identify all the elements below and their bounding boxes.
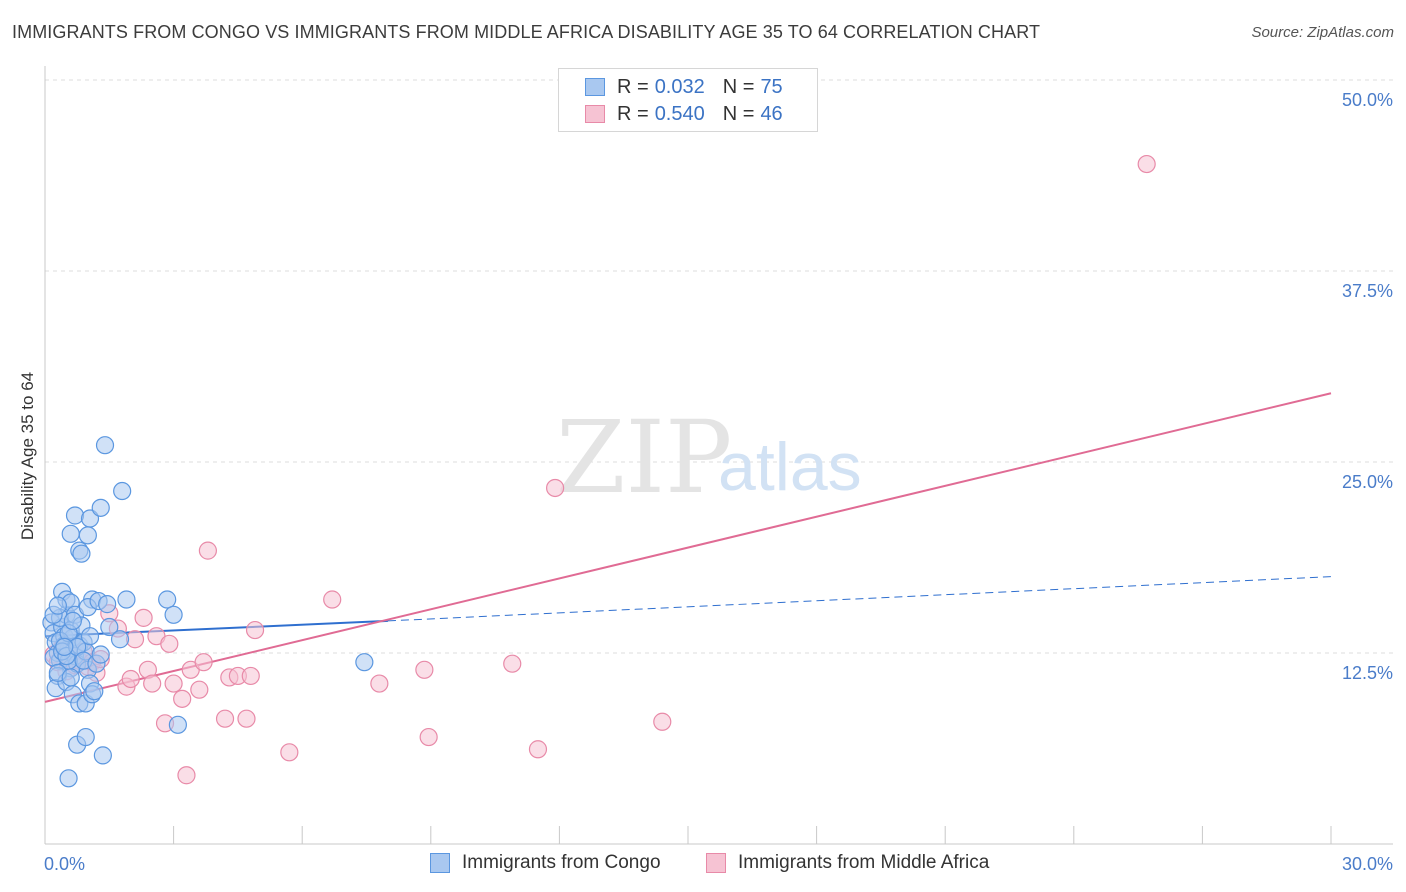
point-congo bbox=[72, 544, 91, 563]
data-points bbox=[42, 154, 1156, 788]
watermark: ZIP atlas bbox=[556, 399, 862, 516]
bottom-legend-swatch-congo bbox=[430, 853, 450, 873]
point-congo bbox=[91, 645, 110, 664]
point-middle-africa bbox=[143, 674, 162, 693]
point-congo bbox=[76, 727, 95, 747]
point-congo bbox=[100, 617, 119, 637]
point-middle-africa bbox=[1137, 154, 1156, 174]
point-congo bbox=[78, 526, 97, 545]
point-congo bbox=[95, 436, 115, 455]
trend-line-congo bbox=[44, 619, 388, 638]
point-middle-africa bbox=[160, 634, 179, 653]
legend-n-label: N = bbox=[722, 102, 755, 125]
y-tick-label: 12.5% bbox=[1342, 663, 1393, 683]
point-middle-africa bbox=[237, 709, 256, 728]
chart-title: IMMIGRANTS FROM CONGO VS IMMIGRANTS FROM… bbox=[12, 22, 1041, 42]
point-congo bbox=[85, 682, 104, 701]
point-congo bbox=[63, 611, 82, 631]
legend-row-middle-africa: R = 0.540 N = 46 bbox=[585, 101, 783, 127]
y-tick-label: 50.0% bbox=[1342, 90, 1393, 110]
point-middle-africa bbox=[370, 674, 389, 693]
chart-source: Source: ZipAtlas.com bbox=[1251, 24, 1394, 41]
point-congo bbox=[117, 590, 136, 609]
point-congo bbox=[91, 498, 110, 517]
point-middle-africa bbox=[323, 590, 342, 609]
legend-r-value: 0.032 bbox=[654, 75, 705, 98]
point-middle-africa bbox=[177, 766, 196, 785]
point-middle-africa bbox=[415, 660, 434, 679]
bottom-legend-label-middle-africa: Immigrants from Middle Africa bbox=[738, 852, 990, 873]
point-middle-africa bbox=[215, 709, 235, 728]
point-middle-africa bbox=[528, 740, 548, 759]
trend-line-congo-extension bbox=[387, 576, 1332, 622]
point-middle-africa bbox=[503, 654, 522, 673]
point-middle-africa bbox=[546, 478, 565, 498]
bottom-legend-label-congo: Immigrants from Congo bbox=[462, 852, 661, 873]
point-middle-africa bbox=[241, 666, 260, 686]
x-tick-label: 30.0% bbox=[1342, 854, 1393, 874]
y-axis-label: Disability Age 35 to 64 bbox=[18, 372, 37, 540]
correlation-legend: R = 0.032 N = 75 R = 0.540 N = 46 bbox=[558, 68, 818, 132]
point-middle-africa bbox=[194, 653, 213, 672]
point-congo bbox=[168, 715, 187, 734]
x-tick-label: 0.0% bbox=[44, 854, 85, 874]
legend-r-label: R = bbox=[617, 102, 649, 125]
point-congo bbox=[158, 590, 177, 609]
point-middle-africa bbox=[198, 541, 217, 560]
trend-lines bbox=[44, 392, 1332, 703]
point-middle-africa bbox=[245, 620, 265, 640]
bottom-legend-middle-africa: Immigrants from Middle Africa bbox=[706, 852, 989, 874]
point-middle-africa bbox=[134, 608, 153, 627]
point-congo bbox=[80, 627, 100, 646]
legend-n-value: 75 bbox=[760, 75, 783, 98]
bottom-legend-swatch-middle-africa bbox=[706, 853, 726, 873]
grid-lines bbox=[45, 79, 1393, 654]
y-tick-label: 37.5% bbox=[1342, 281, 1393, 301]
point-congo bbox=[98, 595, 117, 614]
point-middle-africa bbox=[190, 680, 209, 699]
point-congo bbox=[93, 746, 112, 765]
legend-n-label: N = bbox=[722, 75, 755, 98]
y-tick-labels: 12.5% 25.0% 37.5% 50.0% bbox=[1342, 90, 1393, 683]
legend-n-value: 46 bbox=[760, 102, 783, 125]
point-middle-africa bbox=[173, 689, 192, 708]
point-middle-africa bbox=[121, 669, 140, 689]
x-tick-labels: 0.0% 30.0% bbox=[44, 854, 1393, 874]
point-middle-africa bbox=[164, 674, 183, 693]
point-congo bbox=[61, 668, 80, 687]
watermark-zip: ZIP bbox=[556, 399, 732, 516]
axes bbox=[44, 66, 1393, 845]
point-congo bbox=[59, 769, 78, 788]
watermark-atlas: atlas bbox=[718, 429, 862, 505]
point-congo bbox=[110, 630, 130, 649]
legend-row-congo: R = 0.032 N = 75 bbox=[585, 74, 783, 100]
point-middle-africa bbox=[419, 727, 438, 747]
point-congo bbox=[113, 481, 132, 501]
point-middle-africa bbox=[653, 712, 672, 731]
point-congo bbox=[80, 509, 100, 528]
legend-swatch-congo bbox=[585, 78, 605, 96]
bottom-legend-congo: Immigrants from Congo bbox=[430, 852, 661, 874]
y-tick-label: 25.0% bbox=[1342, 472, 1393, 492]
point-congo bbox=[61, 524, 80, 543]
point-congo bbox=[65, 506, 85, 525]
legend-swatch-middle-africa bbox=[585, 105, 605, 123]
trend-line-middle-africa bbox=[44, 392, 1332, 703]
legend-r-label: R = bbox=[617, 75, 649, 98]
point-congo bbox=[164, 605, 183, 624]
legend-r-value: 0.540 bbox=[654, 102, 705, 125]
point-congo bbox=[48, 596, 67, 615]
point-congo bbox=[355, 653, 374, 672]
point-middle-africa bbox=[280, 743, 299, 762]
point-congo bbox=[55, 637, 74, 656]
